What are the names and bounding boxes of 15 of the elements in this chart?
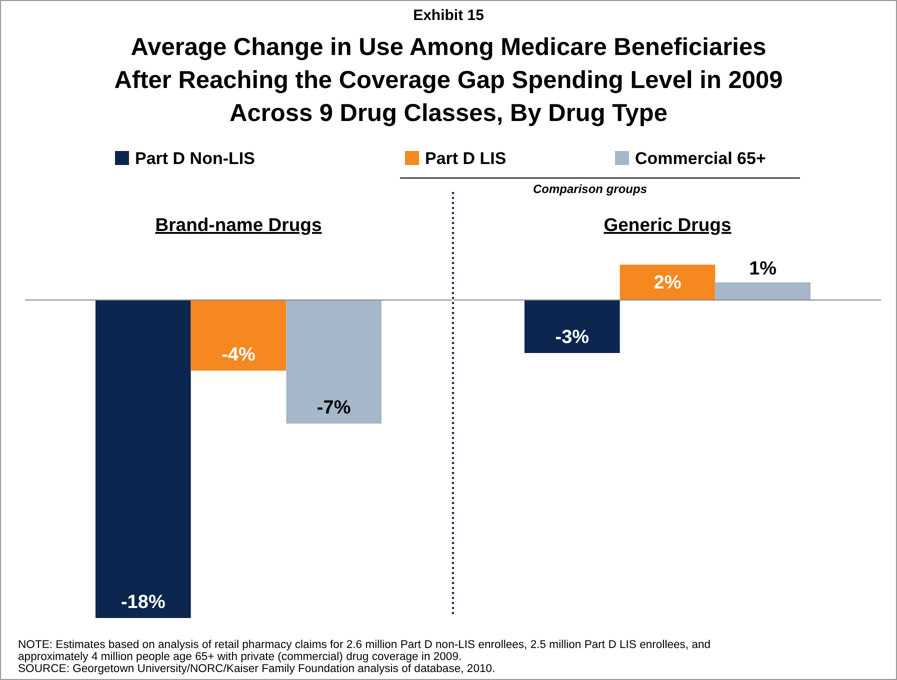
x-axis-title: Brand-name Drugs (155, 214, 322, 235)
data-label: 2% (654, 272, 682, 294)
data-label: -3% (555, 327, 590, 348)
text: Comparison groups (532, 182, 648, 196)
data-label: 1% (749, 258, 777, 280)
data-label: -7% (316, 398, 351, 419)
x-axis-title: Generic Drugs (604, 214, 732, 235)
chart-title: Average Change in Use Among Medicare Beneficiaries After Reaching the Coverage Gap Spending Level in 2009 Across 9 Drug Classes, By Drug Type (114, 34, 783, 127)
data-label: -4% (222, 344, 256, 366)
data-label: -18% (120, 592, 166, 613)
text: NOTE: Estimates based on analysis of retail pharmacy claims for 2.6 million Part D non-LIS enrollees, 2.5 million Part D LIS enrollees, and approximately 4 million people age 65+ with private (commercial) drug coverage in 2009. SOURCE: Georgetown University/NORC/Kaiser Family Foundation analysis of database, 2010. (18, 639, 711, 675)
chart-subtitle: Exhibit 15 (413, 7, 484, 24)
legend-label: Commercial 65+ (635, 149, 766, 168)
legend-label: Part D LIS (425, 149, 506, 168)
legend-label: Part D Non-LIS (135, 149, 255, 168)
